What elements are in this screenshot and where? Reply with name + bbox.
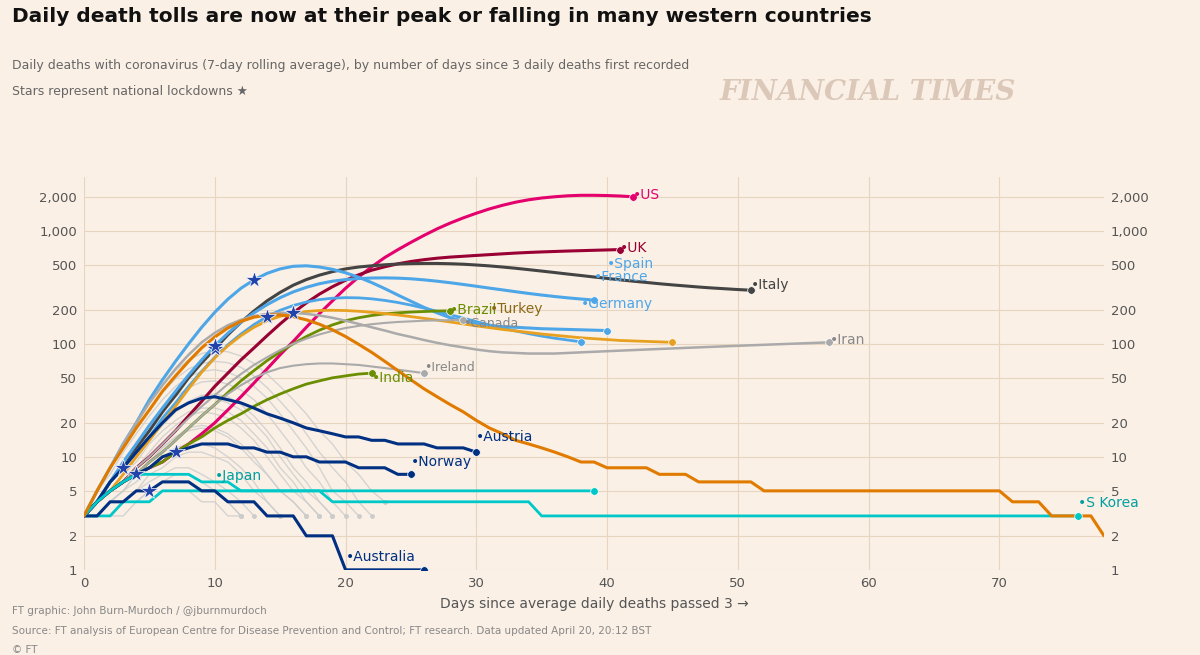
X-axis label: Days since average daily deaths passed 3 →: Days since average daily deaths passed 3… bbox=[439, 597, 749, 610]
Text: Daily deaths with coronavirus (7-day rolling average), by number of days since 3: Daily deaths with coronavirus (7-day rol… bbox=[12, 59, 689, 72]
Text: •Australia: •Australia bbox=[346, 550, 415, 564]
Text: •India: •India bbox=[372, 371, 414, 385]
Text: •Spain: •Spain bbox=[607, 257, 654, 271]
Text: •France: •France bbox=[594, 270, 648, 284]
Text: •US: •US bbox=[634, 188, 660, 202]
Text: •Germany: •Germany bbox=[581, 297, 653, 311]
Text: Stars represent national lockdowns ★: Stars represent national lockdowns ★ bbox=[12, 85, 248, 98]
Text: •Turkey: •Turkey bbox=[490, 303, 542, 316]
Text: Source: FT analysis of European Centre for Disease Prevention and Control; FT re: Source: FT analysis of European Centre f… bbox=[12, 626, 652, 635]
Text: © FT: © FT bbox=[12, 645, 37, 655]
Text: •Norway: •Norway bbox=[410, 455, 472, 469]
Text: •Brazil: •Brazil bbox=[450, 303, 498, 317]
Text: •Austria: •Austria bbox=[476, 430, 534, 444]
Text: •Ireland: •Ireland bbox=[424, 361, 475, 374]
Text: •Japan: •Japan bbox=[215, 469, 262, 483]
Text: •Italy: •Italy bbox=[751, 278, 790, 292]
Text: •Iran: •Iran bbox=[829, 333, 865, 348]
Text: FT graphic: John Burn-Murdoch / @jburnmurdoch: FT graphic: John Burn-Murdoch / @jburnmu… bbox=[12, 606, 266, 616]
Text: Daily death tolls are now at their peak or falling in many western countries: Daily death tolls are now at their peak … bbox=[12, 7, 871, 26]
Text: •S Korea: •S Korea bbox=[1078, 496, 1139, 510]
Text: •UK: •UK bbox=[620, 241, 648, 255]
Text: •Canada: •Canada bbox=[463, 318, 518, 330]
Text: FINANCIAL TIMES: FINANCIAL TIMES bbox=[720, 79, 1016, 105]
